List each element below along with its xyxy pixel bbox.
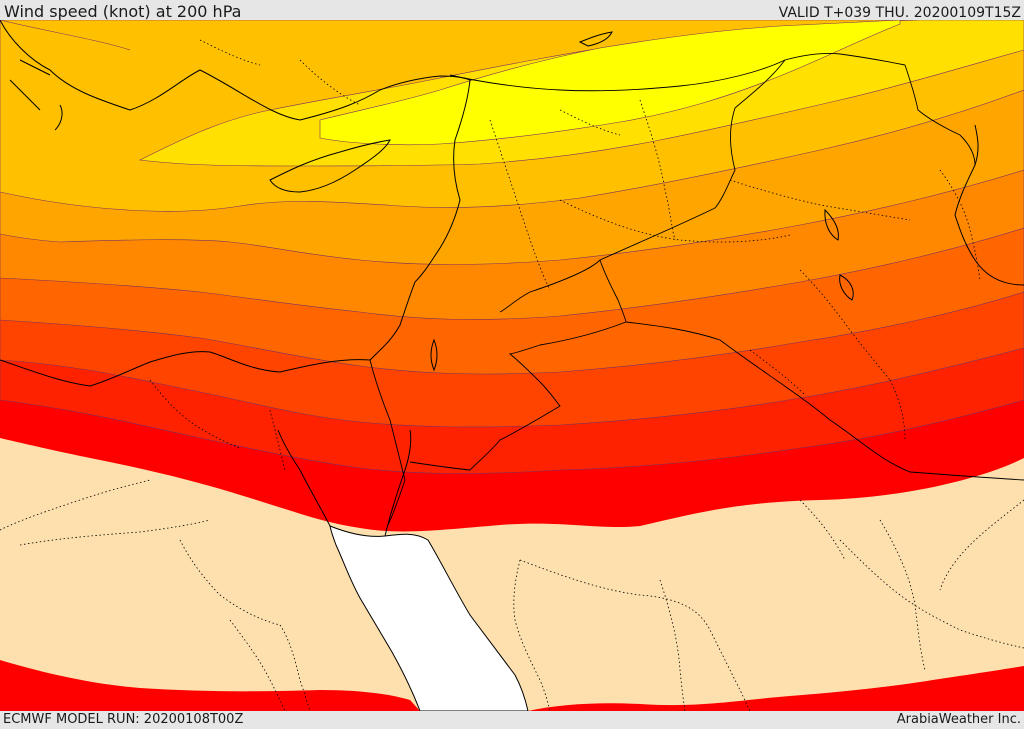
province-borders bbox=[0, 39, 1024, 711]
band-yellow bbox=[319, 20, 901, 146]
footer-bar: ECMWF MODEL RUN: 20200108T00Z ArabiaWeat… bbox=[0, 711, 1024, 729]
country-borders bbox=[369, 53, 1024, 526]
coastlines bbox=[0, 20, 1024, 537]
band-red-south bbox=[0, 660, 420, 711]
wind-speed-map[interactable] bbox=[0, 20, 1024, 711]
chart-title: Wind speed (knot) at 200 hPa bbox=[4, 2, 242, 21]
model-run-label: ECMWF MODEL RUN: 20200108T00Z bbox=[3, 712, 244, 727]
band-red-south-east bbox=[528, 666, 1024, 711]
valid-time: VALID T+039 THU. 20200109T15Z bbox=[778, 5, 1021, 21]
red-sea bbox=[329, 525, 529, 711]
isotach-line bbox=[0, 20, 131, 51]
map-canvas bbox=[0, 20, 1024, 711]
header-bar: Wind speed (knot) at 200 hPa VALID T+039… bbox=[0, 0, 1024, 21]
credit-label: ArabiaWeather Inc. bbox=[896, 712, 1021, 727]
